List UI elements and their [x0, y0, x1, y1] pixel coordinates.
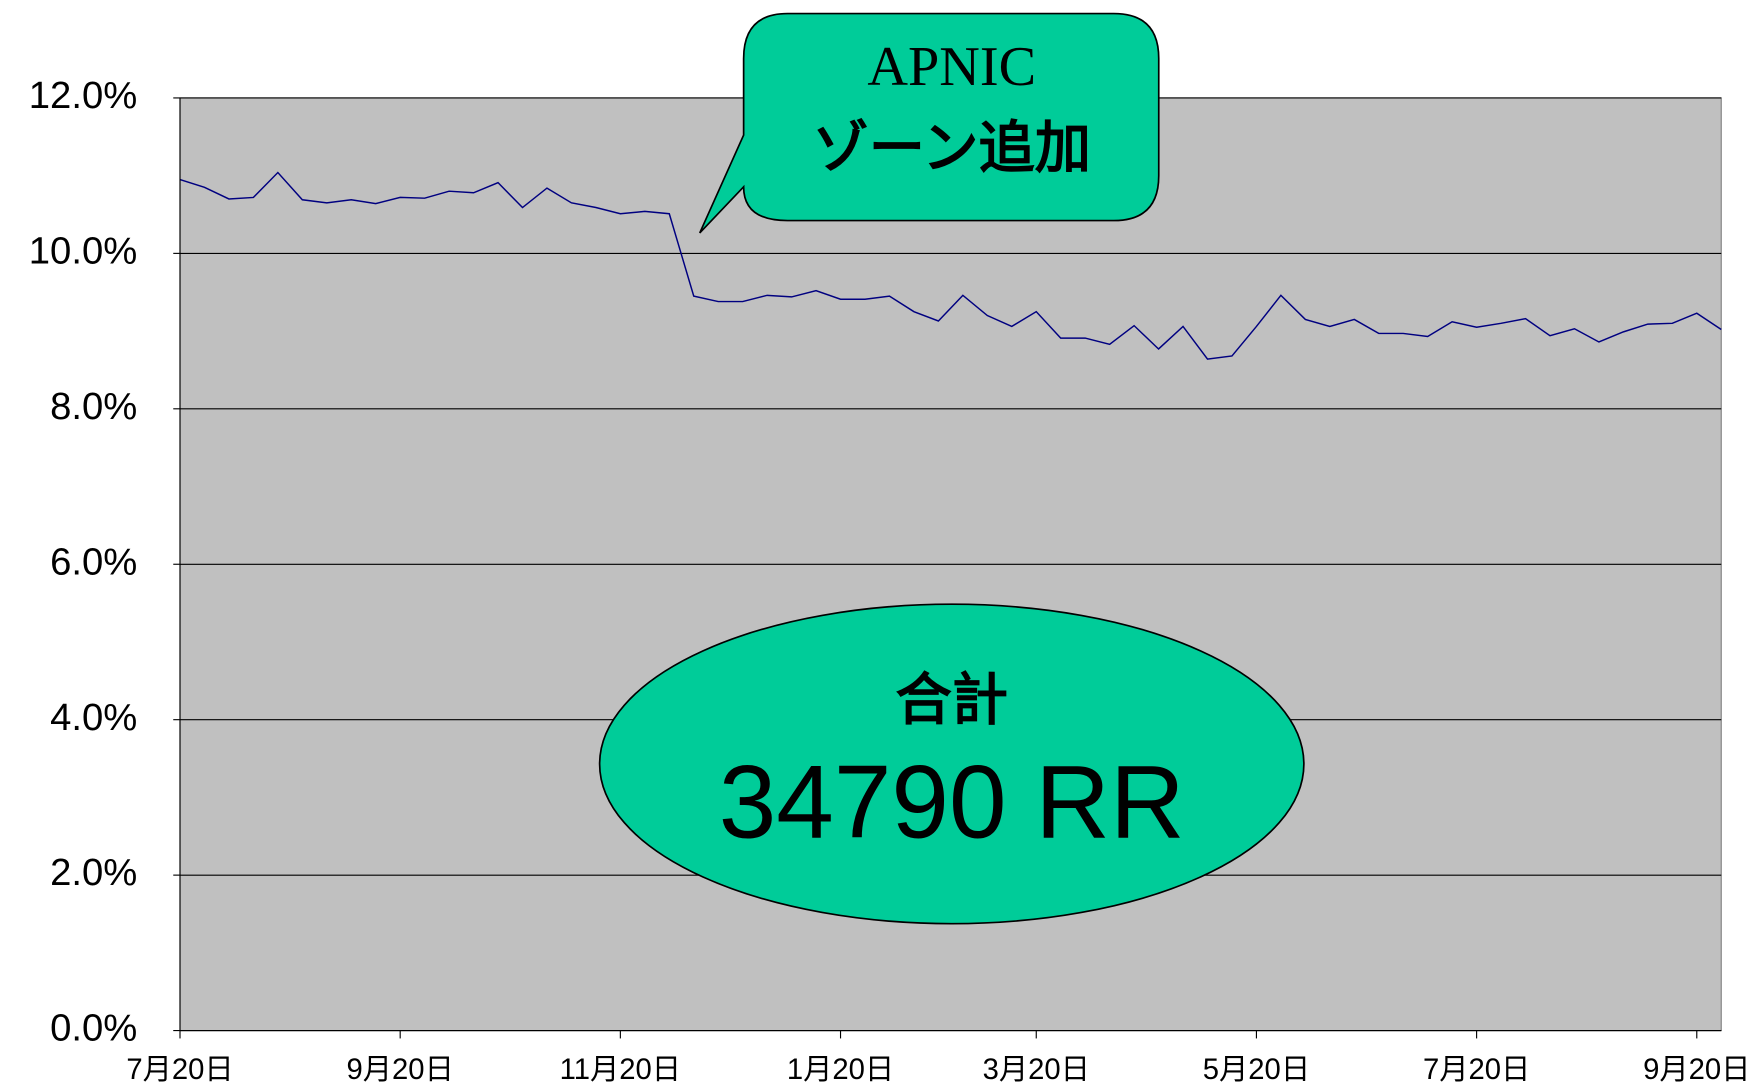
x-tick-label: 7月20日: [126, 1054, 233, 1086]
y-tick-label: 2.0%: [50, 851, 137, 894]
total-ellipse: [598, 603, 1305, 925]
x-tick-label: 7月20日: [1423, 1054, 1530, 1086]
x-tick-label: 1月20日: [787, 1054, 894, 1086]
total-value: 34790 RR: [719, 743, 1185, 859]
y-tick-label: 4.0%: [50, 696, 137, 739]
y-tick-label: 10.0%: [29, 229, 137, 272]
y-tick-label: 12.0%: [29, 74, 137, 117]
callout-text: ゾーン追加: [813, 116, 1091, 179]
x-tick-label: 9月20日: [347, 1054, 454, 1086]
total-label: 合計: [895, 668, 1008, 731]
x-tick-label: 9月20日: [1643, 1054, 1750, 1086]
x-tick-label: 3月20日: [983, 1054, 1090, 1086]
callout-text: APNIC: [867, 36, 1036, 98]
x-tick-label: 5月20日: [1203, 1054, 1310, 1086]
callout: [698, 12, 1160, 234]
y-tick-label: 8.0%: [50, 385, 137, 428]
y-tick-label: 0.0%: [50, 1007, 137, 1050]
x-tick-label: 11月20日: [560, 1054, 681, 1086]
data-line: [179, 171, 1722, 360]
y-tick-label: 6.0%: [50, 540, 137, 583]
